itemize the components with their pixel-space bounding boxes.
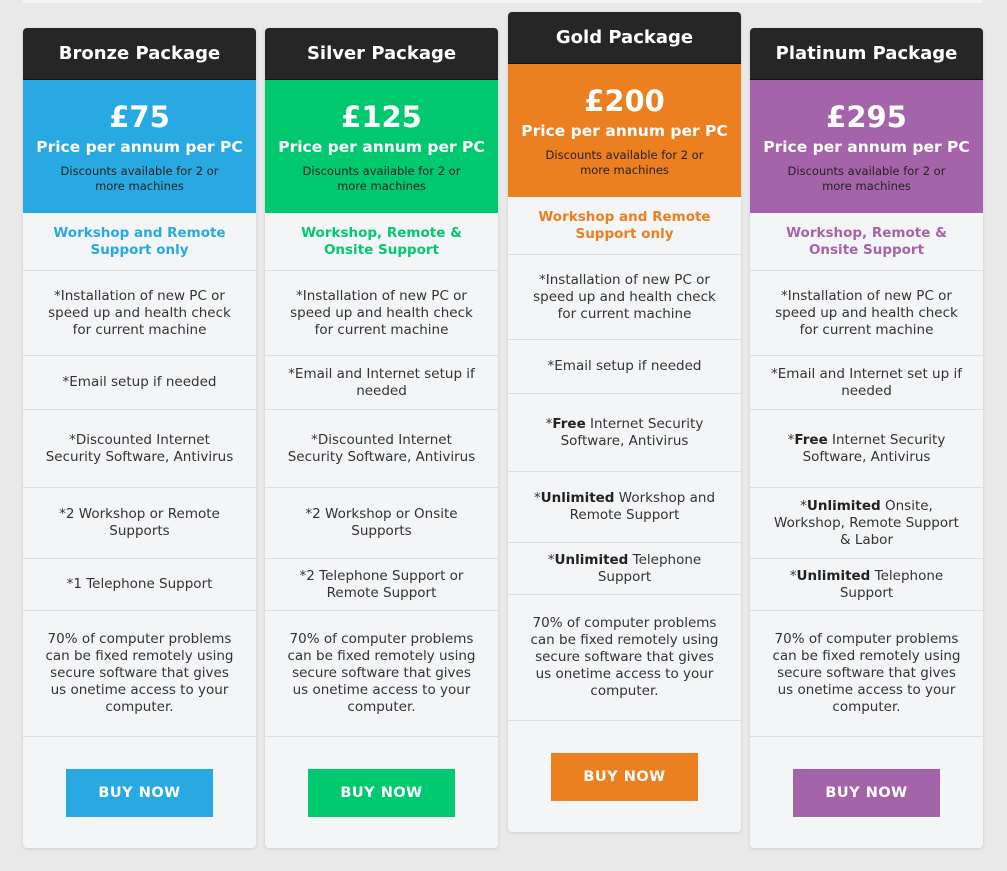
feature-text: Internet Security Software, Antivirus (560, 415, 704, 449)
pricing-card-gold: Gold Package £200 Price per annum per PC… (508, 12, 741, 832)
feature-row: *2 Workshop or Remote Supports (23, 488, 256, 559)
feature-row: *Free Internet Security Software, Antivi… (508, 394, 741, 472)
package-title: Silver Package (265, 28, 498, 80)
feature-highlight: Unlimited (806, 497, 881, 514)
feature-highlight: Unlimited (554, 551, 629, 568)
feature-text: * (789, 567, 797, 584)
package-title: Platinum Package (750, 28, 983, 80)
support-type: Workshop and Remote Support only (508, 197, 741, 255)
buy-now-button-bronze[interactable]: BUY NOW (66, 768, 213, 817)
feature-text: *2 Telephone Support or Remote Support (299, 567, 464, 601)
price-period: Price per annum per PC (36, 138, 243, 156)
feature-row: *Email and Internet set up if needed (750, 356, 983, 410)
feature-highlight: Free (794, 431, 828, 448)
support-type: Workshop, Remote & Onsite Support (265, 213, 498, 271)
buy-now-button-silver[interactable]: BUY NOW (308, 768, 455, 817)
feature-row: *Installation of new PC or speed up and … (508, 255, 741, 340)
feature-highlight: Unlimited (796, 567, 871, 584)
feature-row: *Installation of new PC or speed up and … (265, 271, 498, 356)
button-area: BUY NOW (265, 737, 498, 848)
feature-text: *2 Workshop or Onsite Supports (305, 506, 458, 539)
feature-row: *Discounted Internet Security Software, … (265, 410, 498, 488)
price-amount: £75 (109, 100, 170, 134)
discount-note: Discounts available for 2 or more machin… (545, 148, 704, 177)
top-band (23, 0, 983, 3)
feature-text: *Email and Internet setup if needed (288, 365, 475, 399)
feature-text: *Installation of new PC or speed up and … (290, 287, 473, 338)
buy-now-button-gold[interactable]: BUY NOW (551, 752, 698, 801)
feature-text: Telephone Support (597, 551, 702, 585)
buy-now-button-platinum[interactable]: BUY NOW (793, 768, 940, 817)
feature-row: *Email and Internet setup if needed (265, 356, 498, 410)
feature-text: *Email setup if needed (547, 358, 702, 374)
feature-text: *Email setup if needed (62, 374, 217, 390)
feature-text: *Installation of new PC or speed up and … (533, 271, 716, 322)
price-period: Price per annum per PC (278, 138, 485, 156)
price-amount: £200 (584, 84, 665, 118)
feature-text: Onsite, Workshop, Remote Support & Labor (774, 497, 959, 548)
discount-note: Discounts available for 2 or more machin… (60, 164, 219, 193)
price-panel: £295 Price per annum per PC Discounts av… (750, 80, 983, 213)
package-title: Bronze Package (23, 28, 256, 80)
price-panel: £75 Price per annum per PC Discounts ava… (23, 80, 256, 213)
price-period: Price per annum per PC (521, 122, 728, 140)
feature-text: * (800, 497, 807, 514)
button-area: BUY NOW (750, 737, 983, 848)
feature-row: *Free Internet Security Software, Antivi… (750, 410, 983, 488)
price-panel: £200 Price per annum per PC Discounts av… (508, 64, 741, 197)
feature-row: *Discounted Internet Security Software, … (23, 410, 256, 488)
feature-row: *Installation of new PC or speed up and … (750, 271, 983, 356)
feature-row: *2 Telephone Support or Remote Support (265, 559, 498, 611)
price-panel: £125 Price per annum per PC Discounts av… (265, 80, 498, 213)
feature-text: *Installation of new PC or speed up and … (775, 287, 958, 338)
feature-text: 70% of computer problems can be fixed re… (45, 631, 234, 715)
feature-row: 70% of computer problems can be fixed re… (265, 611, 498, 737)
feature-row: *Unlimited Telephone Support (750, 559, 983, 611)
feature-text: *1 Telephone Support (66, 576, 213, 592)
feature-row: 70% of computer problems can be fixed re… (23, 611, 256, 737)
feature-text: Telephone Support (839, 567, 944, 601)
feature-row: 70% of computer problems can be fixed re… (508, 595, 741, 721)
button-area: BUY NOW (23, 737, 256, 848)
feature-row: *2 Workshop or Onsite Supports (265, 488, 498, 559)
feature-text: 70% of computer problems can be fixed re… (530, 615, 719, 699)
feature-highlight: Unlimited (540, 490, 615, 506)
support-type: Workshop and Remote Support only (23, 213, 256, 271)
feature-row: *Unlimited Telephone Support (508, 543, 741, 595)
feature-row: *Email setup if needed (508, 340, 741, 394)
feature-text: 70% of computer problems can be fixed re… (287, 631, 476, 715)
feature-text: * (533, 490, 541, 506)
pricing-card-platinum: Platinum Package £295 Price per annum pe… (750, 28, 983, 848)
feature-text: Internet Security Software, Antivirus (802, 431, 946, 465)
feature-text: *2 Workshop or Remote Supports (59, 506, 220, 539)
feature-row: *Unlimited Workshop and Remote Support (508, 472, 741, 543)
feature-row: *1 Telephone Support (23, 559, 256, 611)
button-area: BUY NOW (508, 721, 741, 832)
pricing-card-silver: Silver Package £125 Price per annum per … (265, 28, 498, 848)
feature-row: 70% of computer problems can be fixed re… (750, 611, 983, 737)
feature-text: Workshop and Remote Support (569, 490, 716, 523)
feature-text: *Installation of new PC or speed up and … (48, 287, 231, 338)
feature-text: *Discounted Internet Security Software, … (45, 431, 234, 465)
feature-row: *Installation of new PC or speed up and … (23, 271, 256, 356)
discount-note: Discounts available for 2 or more machin… (787, 164, 946, 193)
price-amount: £125 (341, 100, 422, 134)
feature-text: * (547, 551, 555, 568)
feature-text: * (545, 415, 553, 432)
package-title: Gold Package (508, 12, 741, 64)
feature-row: *Email setup if needed (23, 356, 256, 410)
feature-text: *Email and Internet set up if needed (771, 365, 962, 399)
pricing-card-bronze: Bronze Package £75 Price per annum per P… (23, 28, 256, 848)
price-period: Price per annum per PC (763, 138, 970, 156)
support-type: Workshop, Remote & Onsite Support (750, 213, 983, 271)
discount-note: Discounts available for 2 or more machin… (302, 164, 461, 193)
feature-highlight: Free (552, 415, 586, 432)
feature-text: * (787, 431, 795, 448)
price-amount: £295 (826, 100, 907, 134)
feature-text: *Discounted Internet Security Software, … (287, 431, 476, 465)
feature-text: 70% of computer problems can be fixed re… (772, 631, 961, 715)
feature-row: *Unlimited Onsite, Workshop, Remote Supp… (750, 488, 983, 559)
